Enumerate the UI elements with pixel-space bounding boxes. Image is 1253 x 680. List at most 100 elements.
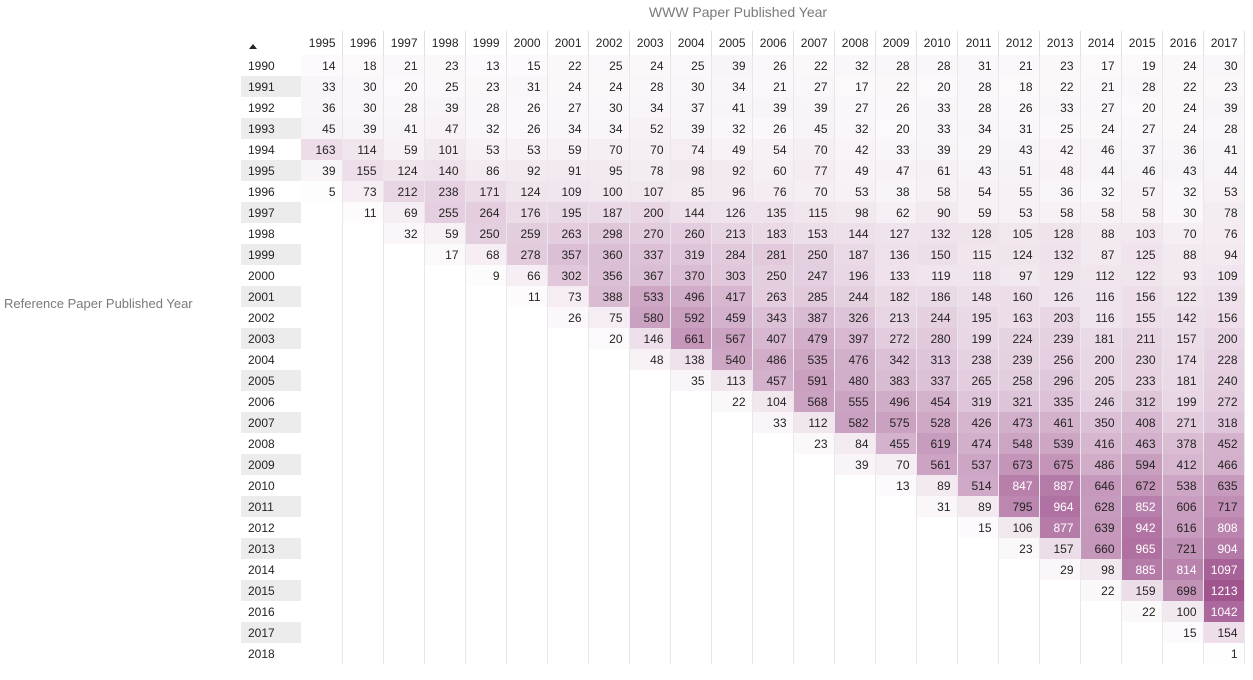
- heatmap-cell[interactable]: [301, 475, 343, 496]
- heatmap-cell[interactable]: 15: [506, 55, 548, 76]
- heatmap-cell[interactable]: 660: [1080, 538, 1122, 559]
- heatmap-cell[interactable]: 263: [547, 223, 589, 244]
- heatmap-cell[interactable]: [383, 643, 425, 664]
- heatmap-cell[interactable]: [1039, 643, 1081, 664]
- heatmap-cell[interactable]: 24: [629, 55, 671, 76]
- heatmap-cell[interactable]: 555: [834, 391, 876, 412]
- heatmap-cell[interactable]: 904: [1203, 538, 1245, 559]
- heatmap-cell[interactable]: 98: [834, 202, 876, 223]
- heatmap-cell[interactable]: 115: [793, 202, 835, 223]
- heatmap-cell[interactable]: [1080, 622, 1122, 643]
- heatmap-cell[interactable]: 127: [875, 223, 917, 244]
- heatmap-cell[interactable]: [383, 538, 425, 559]
- heatmap-cell[interactable]: [342, 412, 384, 433]
- heatmap-cell[interactable]: 639: [1080, 517, 1122, 538]
- heatmap-cell[interactable]: [998, 580, 1040, 601]
- heatmap-cell[interactable]: 28: [465, 97, 507, 118]
- heatmap-cell[interactable]: 76: [1203, 223, 1245, 244]
- heatmap-cell[interactable]: [547, 517, 589, 538]
- heatmap-cell[interactable]: [424, 370, 466, 391]
- heatmap-cell[interactable]: 85: [670, 181, 712, 202]
- heatmap-cell[interactable]: 278: [506, 244, 548, 265]
- heatmap-cell[interactable]: [424, 265, 466, 286]
- heatmap-cell[interactable]: [383, 349, 425, 370]
- heatmap-cell[interactable]: [342, 433, 384, 454]
- heatmap-cell[interactable]: [342, 601, 384, 622]
- heatmap-cell[interactable]: [424, 517, 466, 538]
- heatmap-cell[interactable]: 39: [793, 97, 835, 118]
- heatmap-cell[interactable]: 808: [1203, 517, 1245, 538]
- heatmap-cell[interactable]: 32: [1080, 181, 1122, 202]
- heatmap-cell[interactable]: 1: [1203, 643, 1245, 664]
- heatmap-cell[interactable]: 17: [834, 76, 876, 97]
- column-header[interactable]: 2004: [670, 31, 712, 55]
- heatmap-cell[interactable]: [342, 538, 384, 559]
- heatmap-cell[interactable]: 30: [342, 97, 384, 118]
- heatmap-cell[interactable]: 122: [1162, 286, 1204, 307]
- heatmap-cell[interactable]: 567: [711, 328, 753, 349]
- heatmap-cell[interactable]: 98: [670, 160, 712, 181]
- heatmap-cell[interactable]: [670, 496, 712, 517]
- heatmap-cell[interactable]: [506, 370, 548, 391]
- heatmap-cell[interactable]: [424, 433, 466, 454]
- heatmap-cell[interactable]: [301, 286, 343, 307]
- heatmap-cell[interactable]: [588, 496, 630, 517]
- heatmap-cell[interactable]: [1162, 643, 1204, 664]
- heatmap-cell[interactable]: 33: [752, 412, 794, 433]
- heatmap-cell[interactable]: 370: [670, 265, 712, 286]
- heatmap-cell[interactable]: 426: [957, 412, 999, 433]
- heatmap-cell[interactable]: 33: [916, 118, 958, 139]
- heatmap-cell[interactable]: 22: [1080, 580, 1122, 601]
- column-header[interactable]: 2002: [588, 31, 630, 55]
- heatmap-cell[interactable]: 408: [1121, 412, 1163, 433]
- heatmap-cell[interactable]: [629, 580, 671, 601]
- heatmap-cell[interactable]: 39: [1203, 97, 1245, 118]
- heatmap-cell[interactable]: [301, 496, 343, 517]
- heatmap-cell[interactable]: 95: [588, 160, 630, 181]
- heatmap-cell[interactable]: 91: [547, 160, 589, 181]
- heatmap-cell[interactable]: 33: [301, 76, 343, 97]
- heatmap-cell[interactable]: 35: [670, 370, 712, 391]
- heatmap-cell[interactable]: [424, 328, 466, 349]
- heatmap-cell[interactable]: 25: [588, 55, 630, 76]
- row-header[interactable]: 1991: [241, 76, 301, 97]
- heatmap-cell[interactable]: [588, 433, 630, 454]
- heatmap-cell[interactable]: [711, 454, 753, 475]
- heatmap-cell[interactable]: [834, 559, 876, 580]
- heatmap-cell[interactable]: 58: [1121, 202, 1163, 223]
- heatmap-cell[interactable]: 538: [1162, 475, 1204, 496]
- heatmap-cell[interactable]: 265: [957, 370, 999, 391]
- row-header[interactable]: 2006: [248, 394, 275, 409]
- heatmap-cell[interactable]: [547, 622, 589, 643]
- heatmap-cell[interactable]: 42: [1039, 139, 1081, 160]
- heatmap-cell[interactable]: 321: [998, 391, 1040, 412]
- heatmap-cell[interactable]: 32: [711, 118, 753, 139]
- heatmap-cell[interactable]: 256: [1039, 349, 1081, 370]
- heatmap-cell[interactable]: [465, 286, 507, 307]
- row-header[interactable]: 2016: [248, 604, 275, 619]
- heatmap-cell[interactable]: [1080, 601, 1122, 622]
- heatmap-cell[interactable]: 187: [588, 202, 630, 223]
- heatmap-cell[interactable]: 124: [506, 181, 548, 202]
- heatmap-cell[interactable]: [301, 202, 343, 223]
- heatmap-cell[interactable]: 46: [1080, 139, 1122, 160]
- heatmap-cell[interactable]: 90: [916, 202, 958, 223]
- heatmap-cell[interactable]: 47: [875, 160, 917, 181]
- heatmap-cell[interactable]: 44: [1203, 160, 1245, 181]
- row-header[interactable]: 1997: [241, 202, 301, 223]
- heatmap-cell[interactable]: 24: [1080, 118, 1122, 139]
- heatmap-cell[interactable]: 187: [834, 244, 876, 265]
- heatmap-cell[interactable]: [793, 517, 835, 538]
- heatmap-cell[interactable]: 113: [711, 370, 753, 391]
- row-header[interactable]: 2012: [248, 520, 275, 535]
- heatmap-cell[interactable]: [506, 496, 548, 517]
- heatmap-cell[interactable]: [670, 391, 712, 412]
- heatmap-cell[interactable]: 561: [916, 454, 958, 475]
- heatmap-cell[interactable]: 51: [998, 160, 1040, 181]
- heatmap-cell[interactable]: 454: [916, 391, 958, 412]
- heatmap-cell[interactable]: 28: [629, 76, 671, 97]
- heatmap-cell[interactable]: [301, 244, 343, 265]
- heatmap-cell[interactable]: [629, 538, 671, 559]
- heatmap-cell[interactable]: 57: [1121, 181, 1163, 202]
- heatmap-cell[interactable]: 129: [1039, 265, 1081, 286]
